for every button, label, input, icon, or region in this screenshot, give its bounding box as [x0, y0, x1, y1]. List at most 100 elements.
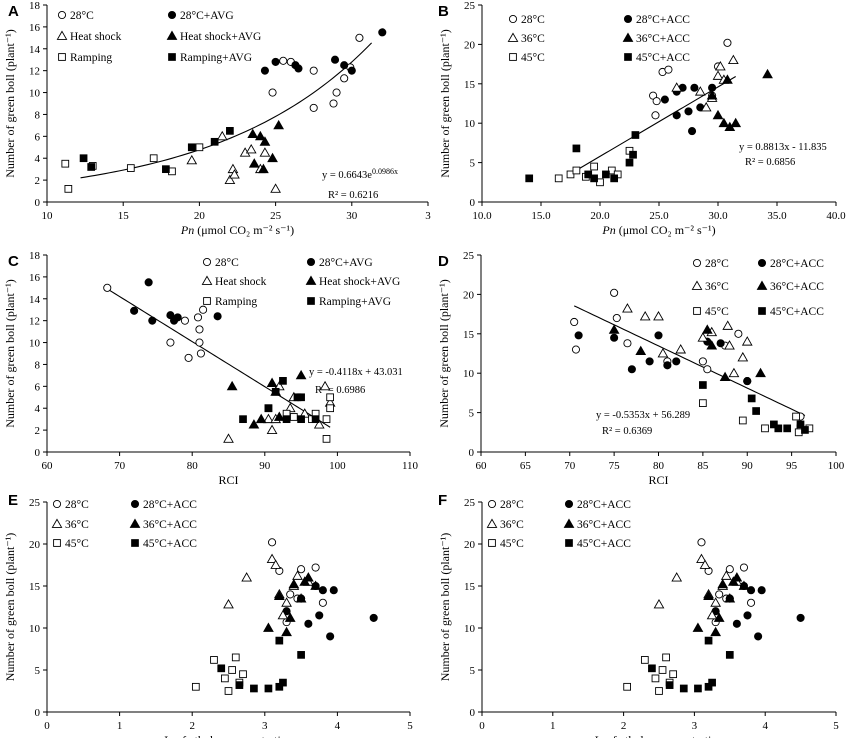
data-point-a-28c-plus-avg — [271, 57, 280, 66]
data-point-d-36c-plus-acc — [706, 340, 718, 350]
y-tick-label-f: 20 — [464, 539, 476, 551]
series-b-36c-plus-acc — [706, 68, 773, 132]
data-point-c-heat-shock-plus-avg — [273, 411, 285, 421]
legend-label-e-36c-plus-acc: 36°C+ACC — [143, 519, 197, 531]
data-point-c-ramping-plus-avg — [282, 415, 291, 424]
data-point-e-28c — [268, 538, 277, 547]
y-tick-label-d: 5 — [469, 408, 475, 420]
y-tick-label-b: 15 — [464, 79, 476, 91]
r-squared-c: R² = 0.6986 — [315, 385, 365, 396]
data-point-a-28c — [279, 56, 288, 65]
data-point-f-28c — [746, 598, 756, 607]
data-point-d-45c-plus-acc — [752, 407, 760, 415]
data-point-f-36c — [671, 572, 683, 582]
data-point-c-heat-shock — [319, 380, 331, 391]
data-point-d-36c — [639, 310, 651, 321]
data-point-b-28c-plus-acc — [672, 111, 681, 120]
legend-marker-c-28c — [202, 257, 212, 267]
legend-label-b-45c-plus-acc: 45°C+ACC — [636, 52, 690, 64]
data-point-d-36c-plus-acc — [608, 324, 620, 334]
y-tick-label-b: 20 — [464, 39, 476, 51]
y-tick-label-f: 5 — [470, 665, 476, 677]
data-point-f-36c — [710, 597, 722, 607]
r-squared-a: R² = 0.6216 — [328, 190, 378, 201]
panel-d: D 0 5 10 15 20 25 60 65 70 75 80 85 90 95 100 Number of … — [437, 250, 845, 487]
panel-letter-e: E — [8, 492, 18, 509]
x-axis-title-c: RCI — [218, 473, 238, 487]
data-point-b-45c-plus-acc — [584, 170, 593, 179]
y-tick-label-a: 14 — [29, 44, 41, 56]
y-tick-label-a: 0 — [35, 197, 41, 209]
data-point-b-36c — [700, 101, 712, 112]
data-point-d-36c-plus-acc — [719, 371, 731, 382]
series-c-ramping-plus-avg — [239, 377, 320, 424]
data-point-e-36c-plus-acc — [281, 626, 292, 637]
legend-label-a-heat-shock-plus-avg: Heat shock+AVG — [180, 31, 261, 43]
data-point-d-28c — [698, 357, 707, 366]
y-tick-label-e: 5 — [35, 665, 41, 677]
panel-e: E 0 5 10 15 20 25 0 1 2 3 4 5 Number of green boll (p… — [3, 492, 413, 738]
data-point-d-36c — [728, 367, 740, 378]
data-point-d-36c-plus-acc — [701, 324, 713, 334]
data-point-c-ramping-plus-avg — [239, 415, 247, 424]
y-tick-label-c: 4 — [35, 403, 41, 415]
data-point-f-45c — [669, 670, 678, 679]
data-point-d-36c-plus-acc — [755, 367, 766, 378]
y-tick-label-f: 10 — [464, 623, 476, 635]
series-a-heat-shock-plus-avg — [247, 119, 285, 174]
data-point-c-28c — [193, 313, 203, 322]
data-point-d-28c — [570, 317, 579, 327]
series-d-36c — [622, 303, 753, 378]
data-point-d-45c-plus-acc — [770, 420, 778, 429]
data-point-f-28c-plus-acc — [757, 586, 766, 595]
data-point-d-45c-plus-acc — [783, 424, 792, 433]
data-point-d-36c — [675, 344, 687, 354]
series-c-heat-shock — [223, 380, 336, 443]
panel-letter-c: C — [8, 253, 19, 270]
x-tick-label-c: 70 — [114, 460, 126, 472]
data-point-d-45c-plus-acc — [699, 381, 707, 389]
legend-marker-e-36c — [51, 518, 63, 528]
data-point-f-36c-plus-acc — [692, 622, 704, 632]
legend-marker-a-ramping — [58, 53, 66, 61]
data-point-e-45c-plus-acc — [235, 681, 244, 689]
legend-label-e-28c: 28°C — [65, 499, 89, 511]
legend-label-c-heat-shock-plus-avg: Heat shock+AVG — [319, 276, 400, 288]
data-point-a-ramping-plus-avg — [210, 137, 219, 146]
data-point-f-45c-plus-acc — [708, 678, 716, 687]
legend-marker-b-28c — [508, 14, 518, 24]
data-point-a-28c-plus-avg — [260, 66, 269, 75]
y-tick-label-e: 25 — [29, 497, 41, 509]
legend-marker-a-28c-plus-avg — [167, 10, 177, 20]
data-point-e-45c — [210, 656, 218, 664]
legend-label-f-45c-plus-acc: 45°C+ACC — [577, 538, 631, 550]
x-tick-label-d: 90 — [742, 460, 754, 472]
data-point-d-28c-plus-acc — [654, 331, 663, 340]
data-point-e-28c — [286, 590, 295, 599]
data-point-a-heat-shock — [224, 174, 236, 185]
equation-b: y = 0.8813x - 11.835 — [739, 142, 827, 153]
data-point-c-heat-shock-plus-avg — [266, 377, 278, 387]
x-tick-label-f: 1 — [550, 720, 556, 732]
y-tick-label-d: 0 — [469, 447, 475, 459]
panel-b: B 0 5 10 15 20 25 10.0 15.0 20.0 25.0 30.0 35.0 40.0 N… — [438, 0, 846, 237]
data-point-f-45c-plus-acc — [665, 681, 674, 689]
x-tick-label-d: 75 — [609, 460, 621, 472]
series-f-28c — [697, 538, 756, 627]
data-point-c-heat-shock — [266, 424, 278, 435]
panel-letter-a: A — [8, 3, 19, 20]
data-point-e-28c-plus-acc — [304, 619, 313, 628]
y-axis-title-f: Number of green boll (plant⁻¹) — [438, 533, 452, 682]
panel-letter-b: B — [438, 3, 449, 20]
data-point-e-45c-plus-acc — [297, 651, 305, 659]
legend-label-c-ramping: Ramping — [215, 296, 257, 308]
data-point-c-heat-shock-plus-avg — [255, 413, 267, 424]
data-point-c-ramping-plus-avg — [297, 415, 305, 424]
x-axis-title-b: Pn (μmol CO₂ m⁻² s⁻¹) — [601, 223, 715, 237]
legend-label-d-36c-plus-acc: 36°C+ACC — [770, 281, 824, 293]
data-point-d-28c — [612, 313, 621, 323]
data-point-f-45c — [640, 656, 649, 664]
data-point-f-28c-plus-acc — [746, 586, 756, 595]
legend-label-c-28c: 28°C — [215, 257, 239, 269]
legend-marker-f-36c — [486, 518, 498, 528]
